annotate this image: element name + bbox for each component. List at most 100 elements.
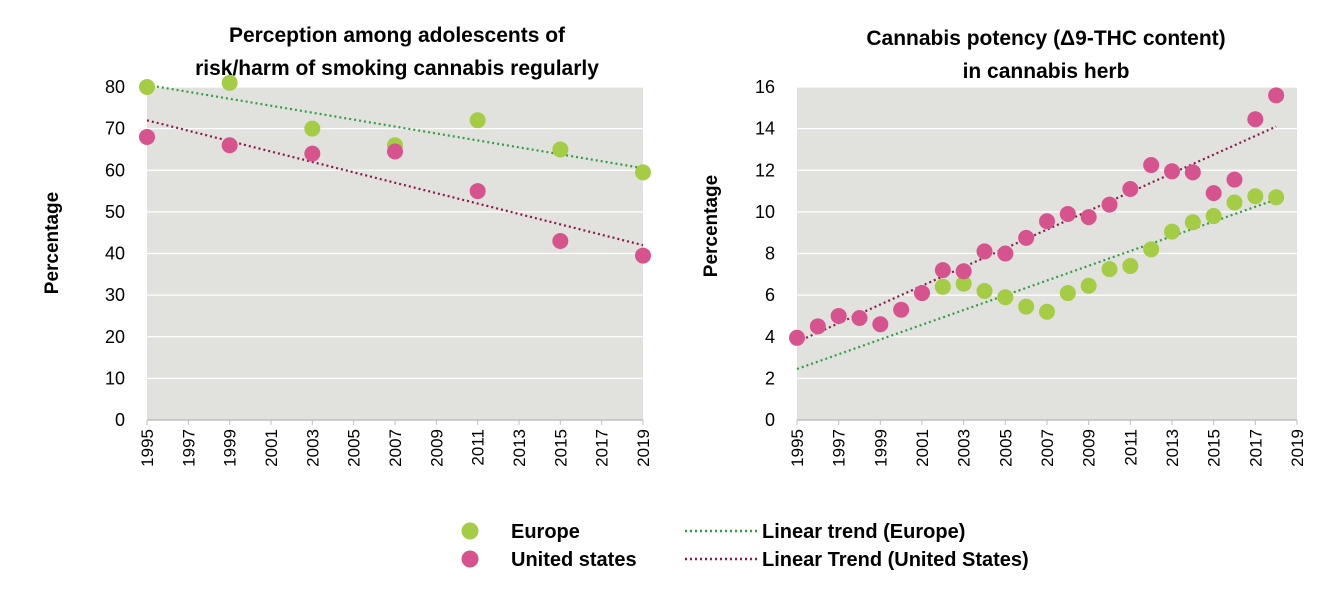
data-point-united-states (830, 307, 847, 324)
x-tick-label: 2013 (1163, 429, 1182, 467)
data-point-united-states (914, 285, 930, 302)
data-point-united-states (934, 262, 951, 279)
data-point-europe (1184, 214, 1201, 231)
chart-title-line-1: Cannabis potency (Δ9-THC content) (866, 27, 1225, 50)
data-point-united-states (976, 243, 993, 260)
x-tick-label: 2005 (345, 429, 364, 467)
x-tick-label: 1995 (138, 429, 157, 467)
x-tick-label: 2005 (996, 429, 1015, 467)
data-point-europe (1018, 298, 1035, 315)
data-point-united-states (1205, 185, 1222, 202)
data-point-united-states (997, 245, 1014, 262)
data-point-united-states (1164, 163, 1180, 180)
data-point-united-states (789, 329, 805, 346)
y-tick-label: 10 (105, 368, 125, 388)
data-point-europe (304, 120, 321, 137)
legend-label-united-states: United states (511, 549, 637, 571)
data-point-europe (1247, 188, 1264, 205)
data-point-united-states (221, 137, 238, 154)
y-tick-label: 10 (755, 202, 775, 222)
legend-label-trend-europe: Linear trend (Europe) (762, 521, 965, 543)
y-tick-label: 6 (765, 285, 775, 305)
data-point-europe (1143, 241, 1160, 258)
data-point-europe (552, 141, 569, 158)
x-tick-label: 2013 (510, 429, 529, 467)
y-tick-label: 8 (765, 244, 775, 264)
data-point-united-states (1101, 196, 1118, 213)
data-point-europe (1122, 257, 1139, 274)
chart-adolescent-risk-perception: Perception among adolescents of risk/har… (42, 24, 653, 467)
x-tick-label: 2011 (469, 429, 488, 466)
x-tick-label: 2007 (1038, 429, 1057, 467)
y-tick-label: 80 (105, 77, 125, 97)
legend-label-europe: Europe (511, 521, 580, 543)
data-point-united-states (1143, 157, 1160, 174)
data-point-europe (139, 79, 155, 95)
y-tick-label: 2 (765, 368, 775, 388)
x-tick-label: 2009 (427, 429, 446, 467)
data-point-united-states (469, 183, 486, 200)
data-point-united-states (1080, 209, 1097, 226)
data-point-europe (1226, 194, 1243, 211)
data-point-united-states (1122, 180, 1139, 197)
data-point-united-states (1059, 205, 1076, 222)
y-tick-label: 12 (755, 160, 775, 180)
data-point-europe (469, 112, 486, 129)
x-tick-label: 1997 (830, 429, 849, 467)
data-point-europe (976, 282, 993, 299)
x-tick-label: 1999 (221, 429, 240, 467)
x-tick-label: 2001 (262, 429, 281, 467)
data-point-europe (1080, 277, 1097, 294)
y-tick-label: 16 (755, 77, 775, 97)
data-point-united-states (139, 128, 155, 145)
x-tick-label: 2017 (593, 429, 612, 467)
chart-cannabis-potency: Cannabis potency (Δ9-THC content) in can… (701, 27, 1307, 467)
x-tick-label: 1997 (179, 429, 198, 467)
data-point-united-states (387, 143, 403, 160)
y-tick-label: 70 (105, 119, 125, 139)
data-point-united-states (1184, 164, 1201, 181)
data-point-europe (934, 278, 951, 295)
x-tick-label: 2007 (386, 429, 405, 467)
y-tick-label: 0 (765, 410, 775, 430)
data-point-europe (221, 74, 238, 91)
y-tick-label: 60 (105, 160, 125, 180)
y-axis-label: Percentage (701, 175, 722, 277)
data-point-united-states (955, 263, 972, 280)
y-tick-label: 20 (105, 327, 125, 347)
x-tick-label: 2001 (913, 429, 932, 467)
y-tick-label: 40 (105, 244, 125, 264)
data-point-europe (1205, 208, 1222, 225)
x-tick-label: 2015 (551, 429, 570, 467)
x-tick-label: 2019 (634, 429, 653, 467)
data-point-europe (635, 164, 651, 181)
data-point-united-states (872, 316, 889, 333)
legend: Europe United states Linear trend (Europ… (461, 521, 1029, 571)
data-point-united-states (635, 247, 651, 264)
data-point-europe (1059, 285, 1076, 302)
data-point-europe (955, 275, 972, 292)
data-point-europe (997, 289, 1014, 306)
legend-marker-united-states (461, 550, 479, 568)
y-axis-label: Percentage (42, 192, 63, 294)
x-tick-label: 2003 (303, 429, 322, 467)
legend-marker-europe (461, 522, 479, 540)
chart-title-line-1: Perception among adolescents of (229, 24, 566, 47)
x-tick-label: 1995 (788, 429, 807, 467)
data-point-united-states (1268, 87, 1285, 104)
chart-title-line-2: in cannabis herb (963, 60, 1130, 83)
data-point-united-states (1247, 111, 1264, 128)
x-tick-label: 2003 (955, 429, 974, 467)
x-tick-label: 2017 (1246, 429, 1265, 467)
data-point-united-states (893, 301, 910, 318)
trend-line-linear-trend-europe (146, 83, 644, 170)
y-tick-label: 4 (765, 327, 775, 347)
data-point-united-states (809, 318, 826, 335)
x-tick-label: 2015 (1205, 429, 1224, 467)
x-tick-label: 2009 (1080, 429, 1099, 467)
data-point-europe (1164, 223, 1180, 240)
y-tick-label: 0 (115, 410, 125, 430)
data-point-europe (1101, 261, 1118, 278)
data-point-united-states (1226, 171, 1243, 188)
